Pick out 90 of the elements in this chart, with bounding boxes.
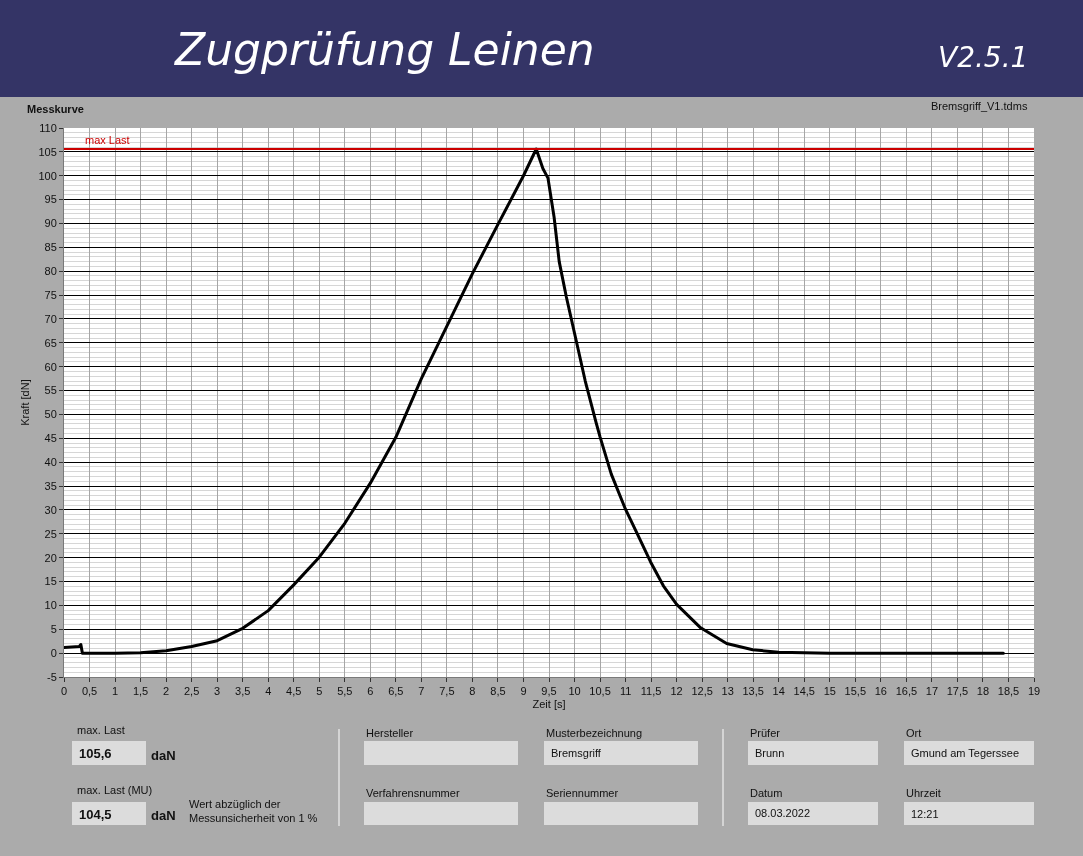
x-tick-label: 3: [214, 685, 221, 698]
x-tick-label: 11,5: [640, 685, 662, 698]
x-tick-label: 4: [265, 685, 272, 698]
x-tick-label: 2,5: [183, 685, 200, 698]
y-tick-label: 40: [44, 456, 57, 469]
x-tick-label: 12: [670, 685, 683, 698]
y-tick-label: 35: [44, 479, 57, 492]
x-tick-label: 13,5: [742, 685, 764, 698]
x-tick-label: 16: [874, 685, 887, 698]
x-tick-label: 8: [469, 685, 476, 698]
x-tick-label: 2: [163, 685, 170, 698]
text: 105,6: [79, 746, 112, 761]
x-tick-label: 9: [520, 685, 527, 698]
text: Musterbezeichnung: [546, 727, 643, 739]
text: Messkurve: [27, 103, 84, 115]
y-tick-label: 55: [44, 384, 57, 397]
text: daN: [151, 748, 176, 763]
text: Seriennummer: [546, 787, 619, 799]
text: Brunn: [755, 747, 785, 759]
x-tick-label: 6,5: [388, 685, 404, 698]
ref-line-label: max Last: [85, 134, 130, 146]
y-tick-label: 105: [38, 145, 57, 158]
x-tick-label: 9,5: [541, 685, 557, 698]
x-tick-label: 10,5: [589, 685, 611, 698]
y-tick-label: 110: [39, 121, 57, 134]
x-tick-label: 8,5: [490, 685, 506, 698]
y-tick-label: -5: [47, 670, 57, 683]
x-tick-label: 6: [367, 685, 374, 698]
x-tick-label: 10: [568, 685, 581, 698]
y-tick-label: 65: [44, 336, 57, 349]
y-tick-label: 50: [44, 408, 57, 421]
x-axis-title: Zeit [s]: [532, 698, 566, 711]
text: max. Last: [77, 724, 125, 736]
x-tick-label: 13: [721, 685, 734, 698]
text: Verfahrensnummer: [366, 787, 460, 799]
y-tick-label: 0: [50, 646, 57, 659]
y-tick-label: 85: [44, 241, 57, 254]
x-tick-label: 4,5: [286, 685, 302, 698]
x-tick-label: 17: [925, 685, 939, 698]
y-tick-label: 10: [44, 599, 57, 612]
text: V2.5.1: [938, 41, 1029, 74]
text: Wert abzüglich der Messunsicherheit von 1 %: [189, 798, 318, 825]
x-tick-label: 0: [60, 685, 68, 698]
text: Uhrzeit: [906, 787, 941, 799]
text: 104,5: [79, 807, 112, 822]
y-tick-label: 75: [44, 288, 57, 301]
x-tick-label: 1: [111, 685, 119, 698]
text: Prüfer: [750, 727, 781, 739]
x-tick-label: 5,5: [337, 685, 353, 698]
y-tick-label: 95: [44, 193, 57, 206]
y-tick-label: 25: [44, 527, 57, 540]
text: max. Last (MU): [77, 784, 153, 796]
x-tick-label: 0,5: [81, 685, 98, 698]
x-tick-label: 15: [823, 685, 836, 698]
y-tick-label: 20: [44, 551, 57, 564]
y-tick-label: 70: [44, 312, 57, 325]
x-tick-label: 11: [619, 685, 632, 698]
x-tick-label: 15,5: [844, 685, 867, 698]
x-tick-label: 18,5: [997, 685, 1020, 698]
y-tick-label: 80: [44, 265, 57, 278]
text: Ort: [906, 727, 922, 739]
x-tick-label: 1,5: [132, 685, 149, 698]
x-tick-label: 3,5: [235, 685, 251, 698]
y-tick-label: 90: [44, 217, 57, 230]
y-tick-label: 60: [44, 360, 57, 373]
text: Bremsgriff_V1.tdms: [931, 100, 1028, 112]
y-tick-label: 5: [50, 623, 57, 636]
chart-title: Zugprüfung Leinen: [174, 24, 595, 76]
x-tick-label: 7: [418, 685, 425, 698]
x-tick-label: 16,5: [895, 685, 918, 698]
text: 08.03.2022: [755, 807, 811, 819]
text: daN: [151, 808, 176, 823]
x-tick-label: 17,5: [946, 685, 969, 698]
text: Bremsgriff: [551, 747, 602, 759]
x-tick-label: 14,5: [793, 685, 815, 698]
text: 12:21: [911, 808, 939, 820]
y-axis-title: Kraft [dN]: [19, 379, 32, 426]
x-tick-label: 14: [772, 685, 785, 698]
x-tick-label: 7,5: [439, 685, 455, 698]
x-tick-label: 5: [316, 685, 323, 698]
text: Gmund am Tegerssee: [911, 747, 1020, 759]
y-tick-label: 30: [44, 503, 57, 516]
text: Hersteller: [366, 727, 414, 739]
text: Datum: [750, 787, 783, 799]
x-tick-label: 18: [976, 685, 990, 698]
y-tick-label: 45: [44, 432, 57, 445]
x-tick-label: 19: [1027, 685, 1041, 698]
x-tick-label: 12,5: [691, 685, 713, 698]
y-tick-label: 15: [44, 575, 57, 588]
y-tick-label: 100: [38, 169, 57, 182]
